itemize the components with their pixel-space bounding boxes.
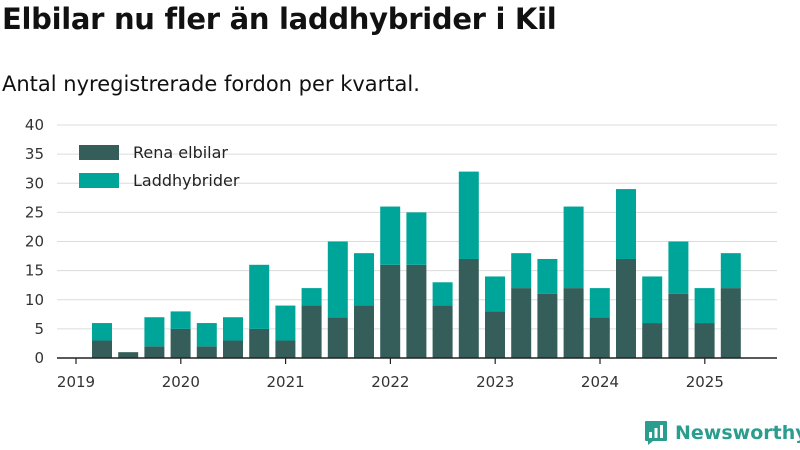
bar-rena-elbilar xyxy=(223,340,243,358)
bar-rena-elbilar xyxy=(511,288,532,358)
legend-swatch xyxy=(79,145,119,160)
bar-laddhybrider xyxy=(327,241,348,318)
bar-laddhybrider xyxy=(537,258,558,294)
bar-rena-elbilar xyxy=(170,328,191,358)
bar-laddhybrider xyxy=(720,253,741,289)
bar-laddhybrider xyxy=(432,282,453,306)
bar-rena-elbilar xyxy=(668,293,689,358)
bar-rena-elbilar xyxy=(380,264,401,358)
bar-rena-elbilar xyxy=(485,311,505,358)
bar-laddhybrider xyxy=(642,276,663,324)
x-tick-label: 2023 xyxy=(476,373,514,391)
bar-laddhybrider xyxy=(275,305,296,341)
bar-laddhybrider xyxy=(458,171,479,259)
chart-title: Elbilar nu fler än laddhybrider i Kil xyxy=(2,2,557,36)
x-tick-label: 2019 xyxy=(57,373,95,391)
bar-rena-elbilar xyxy=(92,340,112,358)
y-tick-label: 0 xyxy=(34,349,44,367)
bar-rena-elbilar xyxy=(642,323,663,358)
x-tick-label: 2021 xyxy=(267,373,305,391)
x-tick-label: 2022 xyxy=(371,373,409,391)
x-tick-label: 2020 xyxy=(162,373,200,391)
brand-name: Newsworthy xyxy=(675,422,800,444)
bar-laddhybrider xyxy=(511,253,532,289)
bar-laddhybrider xyxy=(196,323,217,347)
bar-rena-elbilar xyxy=(327,317,348,358)
bar-rena-elbilar xyxy=(694,323,715,358)
y-tick-label: 35 xyxy=(25,145,44,163)
bar-rena-elbilar xyxy=(563,288,584,358)
bar-rena-elbilar xyxy=(301,305,322,358)
bar-rena-elbilar xyxy=(537,293,558,358)
bar-rena-elbilar xyxy=(144,346,165,358)
bar-laddhybrider xyxy=(563,206,584,289)
bar-laddhybrider xyxy=(92,323,112,341)
bar-rena-elbilar xyxy=(589,317,610,358)
bar-laddhybrider xyxy=(170,311,191,329)
bar-rena-elbilar xyxy=(118,352,139,358)
bar-laddhybrider xyxy=(144,317,165,347)
brand-logo: Newsworthy xyxy=(644,420,800,446)
y-tick-label: 15 xyxy=(25,262,44,280)
bar-laddhybrider xyxy=(694,288,715,324)
legend-label: Laddhybrider xyxy=(133,171,240,190)
chart-subtitle: Antal nyregistrerade fordon per kvartal. xyxy=(2,72,420,96)
bar-laddhybrider xyxy=(485,276,505,312)
bar-laddhybrider xyxy=(668,241,689,294)
y-tick-label: 10 xyxy=(25,291,44,309)
bar-rena-elbilar xyxy=(275,340,296,358)
bar-laddhybrider xyxy=(589,288,610,318)
y-tick-label: 30 xyxy=(25,174,44,192)
legend-swatch xyxy=(79,173,119,188)
bar-laddhybrider xyxy=(380,206,401,265)
bar-rena-elbilar xyxy=(616,258,636,358)
legend-label: Rena elbilar xyxy=(133,143,228,162)
bar-rena-elbilar xyxy=(432,305,453,358)
y-tick-label: 40 xyxy=(25,116,44,134)
bar-rena-elbilar xyxy=(458,258,479,358)
bar-rena-elbilar xyxy=(196,346,217,358)
x-tick-label: 2024 xyxy=(581,373,619,391)
bar-laddhybrider xyxy=(616,189,636,259)
bar-laddhybrider xyxy=(301,288,322,306)
bar-rena-elbilar xyxy=(406,264,427,358)
bar-laddhybrider xyxy=(406,212,427,265)
y-tick-label: 5 xyxy=(34,320,44,338)
bar-rena-elbilar xyxy=(249,328,270,358)
x-tick-label: 2025 xyxy=(686,373,724,391)
bar-laddhybrider xyxy=(354,253,374,306)
newsworthy-logo-icon xyxy=(645,421,667,445)
y-tick-label: 20 xyxy=(25,233,44,251)
bar-laddhybrider xyxy=(223,317,243,341)
bar-rena-elbilar xyxy=(354,305,374,358)
bar-laddhybrider xyxy=(249,264,270,329)
y-tick-label: 25 xyxy=(25,203,44,221)
bar-rena-elbilar xyxy=(720,288,741,358)
